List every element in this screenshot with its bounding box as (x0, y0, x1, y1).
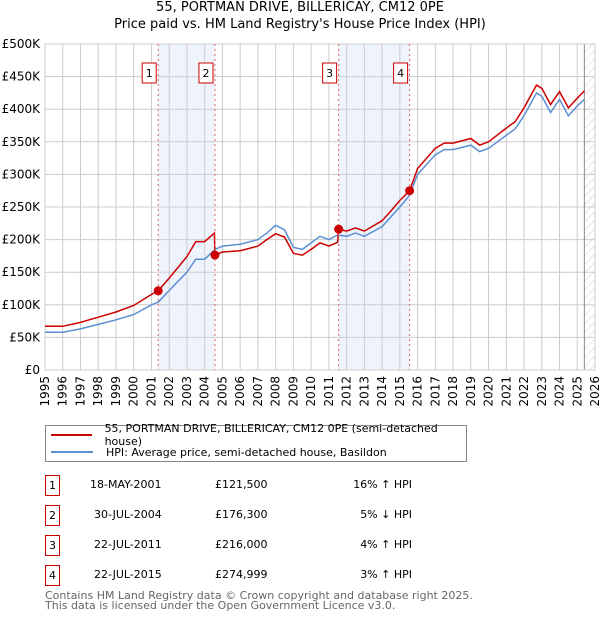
transaction-price: £216,000 (215, 538, 268, 551)
x-tick-label: 2009 (286, 376, 300, 407)
transaction-hpi: 16% ↑ HPI (353, 478, 412, 491)
transaction-number: 3 (45, 535, 60, 556)
transaction-row: 3 22-JUL-2011 £216,000 4% ↑ HPI (45, 535, 465, 557)
legend-item-property: 55, PORTMAN DRIVE, BILLERICAY, CM12 0PE … (46, 422, 466, 448)
y-tick-label: £500K (2, 37, 42, 51)
transaction-number: 2 (45, 505, 60, 526)
footer-licence: This data is licensed under the Open Gov… (45, 599, 396, 612)
x-tick-label: 2004 (198, 376, 212, 407)
x-tick-label: 2018 (446, 376, 460, 407)
chart-title: 55, PORTMAN DRIVE, BILLERICAY, CM12 0PE (156, 0, 444, 15)
sale-label: 3 (326, 67, 333, 80)
x-tick-label: 1997 (73, 376, 87, 407)
transaction-price: £176,300 (215, 508, 268, 521)
x-tick-label: 2016 (411, 376, 425, 407)
x-tick-label: 2024 (553, 376, 567, 407)
x-tick-label: 2003 (180, 376, 194, 407)
x-tick-label: 2011 (322, 376, 336, 407)
y-tick-label: £50K (9, 330, 41, 344)
transaction-row: 1 18-MAY-2001 £121,500 16% ↑ HPI (45, 475, 465, 497)
transaction-date: 22-JUL-2015 (94, 568, 162, 581)
sale-point (210, 250, 220, 260)
chart-legend: 55, PORTMAN DRIVE, BILLERICAY, CM12 0PE … (45, 422, 467, 462)
plot-border (44, 43, 596, 371)
transaction-date: 30-JUL-2004 (94, 508, 162, 521)
sale-label-box (322, 62, 338, 84)
x-tick-label: 2019 (464, 376, 478, 407)
y-tick-label: £300K (2, 167, 42, 181)
transaction-row: 4 22-JUL-2015 £274,999 3% ↑ HPI (45, 565, 465, 587)
x-tick-label: 2022 (517, 376, 531, 407)
chart-subtitle: Price paid vs. HM Land Registry's House … (114, 17, 486, 32)
y-tick-label: £200K (2, 233, 42, 247)
legend-swatch-blue (51, 451, 93, 453)
sale-label-box (141, 62, 157, 84)
transaction-number: 1 (45, 475, 60, 496)
x-tick-label: 1995 (38, 376, 52, 407)
transaction-hpi: 3% ↑ HPI (360, 568, 412, 581)
x-tick-label: 2008 (269, 376, 283, 407)
sale-label: 1 (146, 67, 153, 80)
transaction-price: £274,999 (215, 568, 268, 581)
x-tick-label: 2013 (357, 376, 371, 407)
y-tick-label: £350K (2, 135, 42, 149)
hpi-line (45, 91, 585, 333)
x-tick-label: 2012 (340, 376, 354, 407)
y-tick-label: £450K (2, 70, 42, 84)
price-chart: 1 2 3 4 £0 £50K £100K £150K £200K £250K £300K £350K… (2, 37, 600, 407)
x-tick-label: 1998 (91, 376, 105, 407)
legend-item-hpi: HPI: Average price, semi-detached house,… (46, 444, 387, 460)
legend-swatch-red (51, 434, 92, 436)
x-tick-label: 2000 (127, 376, 141, 407)
x-tick-label: 2023 (535, 376, 549, 407)
y-tick-label: £0 (25, 363, 40, 377)
x-tick-label: 2026 (588, 376, 600, 407)
legend-label: HPI: Average price, semi-detached house,… (106, 445, 387, 459)
x-tick-label: 2020 (482, 376, 496, 407)
property-price-line (45, 84, 585, 328)
x-tick-label: 2007 (251, 376, 265, 407)
x-tick-label: 2021 (499, 376, 513, 407)
x-tick-label: 2025 (570, 376, 584, 407)
x-tick-label: 2005 (215, 376, 229, 407)
sale-point (405, 186, 415, 196)
x-tick-label: 2017 (428, 376, 442, 407)
y-tick-label: £400K (2, 102, 42, 116)
x-tick-label: 1996 (56, 376, 70, 407)
x-tick-label: 2014 (375, 376, 389, 407)
y-tick-label: £100K (2, 298, 42, 312)
sale-label-box (393, 62, 409, 84)
x-tick-label: 2010 (304, 376, 318, 407)
x-tick-label: 2002 (162, 376, 176, 407)
x-tick-label: 1999 (109, 376, 123, 407)
sale-point (334, 224, 344, 234)
transaction-hpi: 5% ↓ HPI (360, 508, 412, 521)
x-tick-label: 2001 (144, 376, 158, 407)
transaction-date: 18-MAY-2001 (90, 478, 162, 491)
y-tick-label: £150K (2, 265, 42, 279)
sale-label: 4 (397, 67, 404, 80)
transaction-price: £121,500 (215, 478, 268, 491)
x-tick-label: 2006 (233, 376, 247, 407)
transaction-row: 2 30-JUL-2004 £176,300 5% ↓ HPI (45, 505, 465, 527)
legend-label: 55, PORTMAN DRIVE, BILLERICAY, CM12 0PE … (104, 422, 438, 448)
sale-label: 2 (202, 67, 209, 80)
footer-copyright: Contains HM Land Registry data © Crown c… (45, 589, 473, 602)
transaction-number: 4 (45, 565, 60, 586)
sale-label-box (198, 62, 214, 84)
sale-point (153, 286, 163, 296)
y-tick-label: £250K (2, 200, 42, 214)
transaction-hpi: 4% ↑ HPI (360, 538, 412, 551)
x-tick-label: 2015 (393, 376, 407, 407)
transaction-date: 22-JUL-2011 (94, 538, 162, 551)
